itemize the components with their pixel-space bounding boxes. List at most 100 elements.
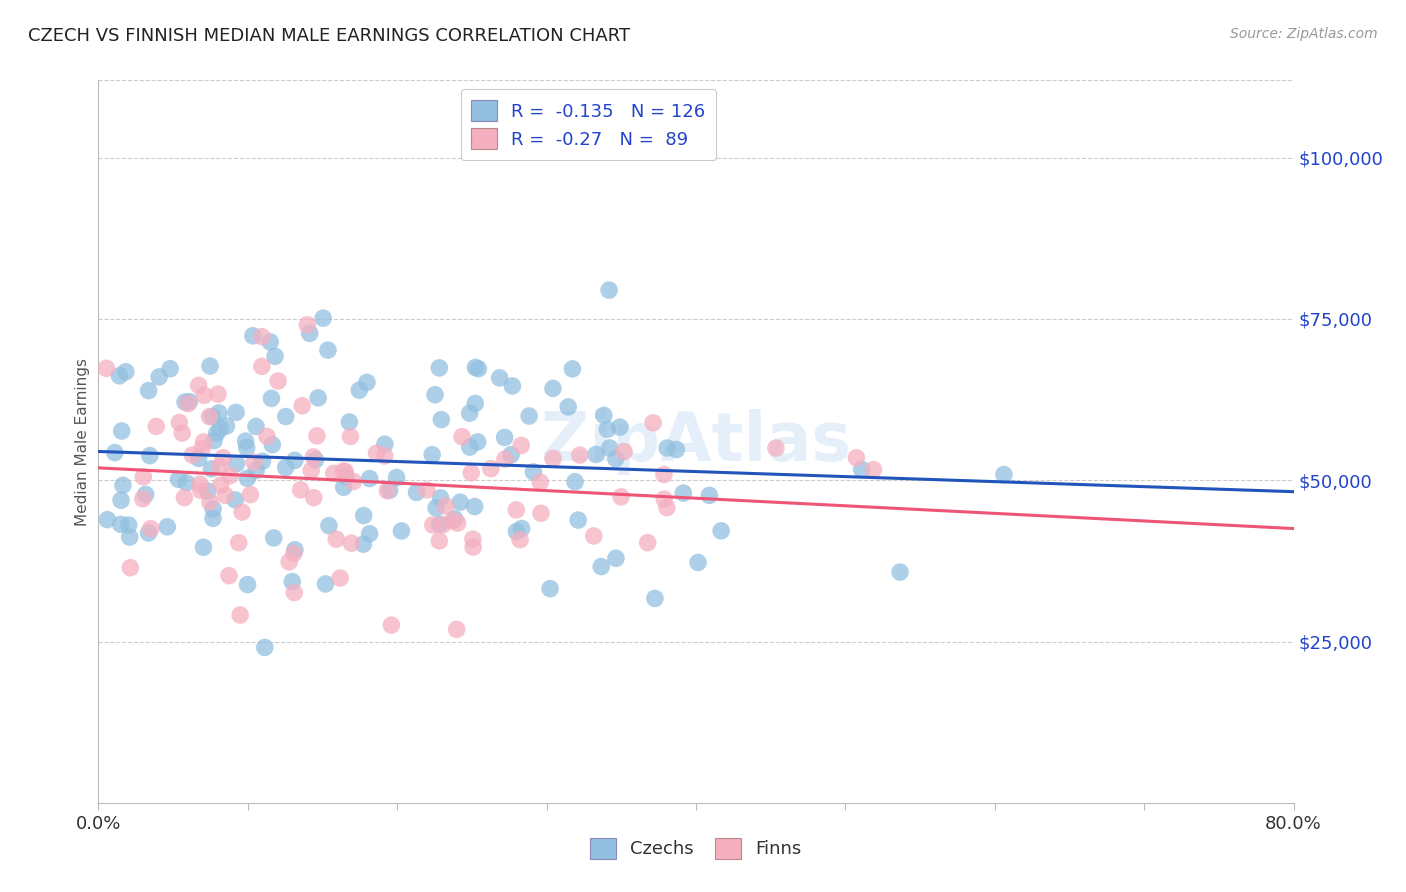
- Point: [432, 517, 454, 532]
- Point: [605, 451, 627, 466]
- Point: [214, 488, 236, 502]
- Text: ZipAtlas: ZipAtlas: [541, 409, 851, 475]
- Point: [197, 484, 219, 499]
- Point: [132, 491, 155, 506]
- Point: [228, 535, 250, 549]
- Point: [655, 441, 678, 455]
- Point: [250, 359, 273, 374]
- Point: [451, 430, 474, 444]
- Point: [862, 462, 884, 476]
- Point: [256, 429, 278, 443]
- Point: [191, 442, 214, 456]
- Point: [643, 416, 665, 430]
- Point: [464, 396, 486, 410]
- Point: [259, 334, 281, 349]
- Point: [262, 438, 284, 452]
- Point: [263, 531, 285, 545]
- Point: [993, 467, 1015, 482]
- Point: [538, 582, 561, 596]
- Point: [250, 329, 273, 343]
- Point: [337, 415, 360, 429]
- Point: [307, 391, 329, 405]
- Point: [135, 487, 157, 501]
- Point: [423, 388, 446, 402]
- Point: [283, 546, 305, 560]
- Point: [118, 530, 141, 544]
- Point: [298, 326, 321, 341]
- Point: [509, 533, 531, 547]
- Point: [599, 441, 621, 455]
- Point: [104, 445, 127, 459]
- Point: [613, 444, 636, 458]
- Point: [699, 488, 721, 502]
- Point: [441, 514, 464, 528]
- Point: [765, 441, 787, 455]
- Point: [467, 361, 489, 376]
- Point: [198, 495, 221, 509]
- Point: [212, 450, 235, 465]
- Point: [169, 416, 191, 430]
- Point: [274, 409, 297, 424]
- Point: [458, 440, 481, 454]
- Point: [229, 607, 252, 622]
- Point: [188, 477, 211, 491]
- Legend: Czechs, Finns: Czechs, Finns: [583, 830, 808, 866]
- Point: [224, 492, 246, 507]
- Point: [530, 506, 553, 520]
- Point: [198, 409, 221, 424]
- Point: [174, 395, 197, 409]
- Point: [193, 541, 215, 555]
- Point: [139, 449, 162, 463]
- Point: [592, 409, 614, 423]
- Point: [467, 434, 489, 449]
- Point: [209, 478, 232, 492]
- Point: [665, 442, 688, 457]
- Point: [356, 376, 378, 390]
- Point: [314, 577, 336, 591]
- Point: [156, 520, 179, 534]
- Point: [505, 503, 527, 517]
- Point: [845, 450, 868, 465]
- Point: [200, 462, 222, 476]
- Point: [318, 518, 340, 533]
- Point: [494, 430, 516, 444]
- Point: [517, 409, 540, 423]
- Point: [332, 480, 354, 494]
- Point: [510, 521, 533, 535]
- Point: [322, 467, 344, 481]
- Point: [339, 429, 361, 443]
- Point: [427, 360, 450, 375]
- Point: [610, 490, 633, 504]
- Point: [505, 524, 527, 539]
- Point: [264, 349, 287, 363]
- Text: CZECH VS FINNISH MEDIAN MALE EARNINGS CORRELATION CHART: CZECH VS FINNISH MEDIAN MALE EARNINGS CO…: [28, 27, 630, 45]
- Point: [385, 470, 408, 484]
- Point: [236, 577, 259, 591]
- Point: [173, 491, 195, 505]
- Point: [148, 370, 170, 384]
- Point: [479, 461, 502, 475]
- Point: [585, 448, 607, 462]
- Point: [686, 556, 709, 570]
- Point: [201, 511, 224, 525]
- Point: [110, 493, 132, 508]
- Y-axis label: Median Male Earnings: Median Male Earnings: [75, 358, 90, 525]
- Point: [118, 518, 141, 533]
- Point: [447, 516, 470, 530]
- Point: [391, 524, 413, 538]
- Point: [299, 463, 322, 477]
- Point: [851, 462, 873, 476]
- Point: [329, 571, 352, 585]
- Point: [138, 384, 160, 398]
- Point: [284, 453, 307, 467]
- Point: [596, 422, 619, 436]
- Point: [278, 555, 301, 569]
- Point: [655, 500, 678, 515]
- Point: [187, 451, 209, 466]
- Point: [429, 517, 451, 532]
- Point: [253, 640, 276, 655]
- Point: [120, 560, 142, 574]
- Point: [494, 452, 516, 467]
- Point: [167, 472, 190, 486]
- Point: [529, 475, 551, 490]
